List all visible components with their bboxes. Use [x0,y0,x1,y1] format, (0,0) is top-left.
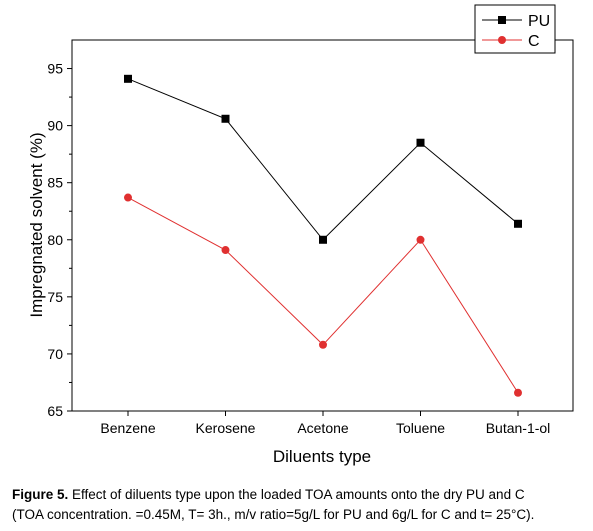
chart: 65 70 75 80 85 90 95 Benzene Kerosene Acetone Tol… [27,4,574,466]
caption-label: Figure 5. [12,487,69,502]
plot-frame [71,39,574,412]
legend-marker-pu [498,16,506,24]
data-point-c [124,193,132,202]
x-tick-label: Acetone [297,420,349,436]
figure-caption: Figure 5. Effect of diluents type upon t… [12,485,587,525]
legend-marker-c [498,36,506,44]
data-point-c [221,246,230,255]
data-point-c [319,340,327,349]
x-tick-label: Kerosene [196,420,256,436]
caption-text-1: Effect of diluents type upon the loaded … [72,487,525,502]
x-axis: Benzene Kerosene Acetone Toluene Butan-1-ol [100,411,550,436]
legend: PU C [474,4,556,54]
legend-label-pu: PU [528,13,550,30]
x-tick-label: Toluene [396,420,445,436]
y-tick-label: 85 [47,175,63,191]
y-axis-title: Impregnated solvent (%) [27,132,46,317]
caption-line-1: Figure 5. Effect of diluents type upon t… [12,485,587,505]
series-line-c [127,197,519,394]
caption-line-2: (TOA concentration. =0.45M, T= 3h., m/v … [12,507,535,522]
x-tick-label: Butan-1-ol [486,420,551,436]
data-point-pu [319,235,327,244]
y-tick-label: 80 [47,232,63,248]
data-point-pu [221,114,230,123]
y-tick-label: 90 [47,118,63,134]
y-tick-label: 65 [47,403,63,419]
legend-label-c: C [528,33,540,50]
y-tick-label: 75 [47,289,63,305]
data-point-pu [124,74,132,83]
legend-box [474,4,556,54]
y-axis: 65 70 75 80 85 90 95 [47,61,72,419]
data-point-c [514,388,522,397]
series-line-pu [127,78,519,241]
data-point-pu [416,138,425,147]
y-tick-label: 70 [47,346,63,362]
data-point-pu [514,219,522,228]
y-tick-label: 95 [47,61,63,77]
x-axis-title: Diluents type [273,447,371,466]
series-layer [124,74,522,397]
data-point-c [416,235,425,244]
x-tick-label: Benzene [100,420,155,436]
